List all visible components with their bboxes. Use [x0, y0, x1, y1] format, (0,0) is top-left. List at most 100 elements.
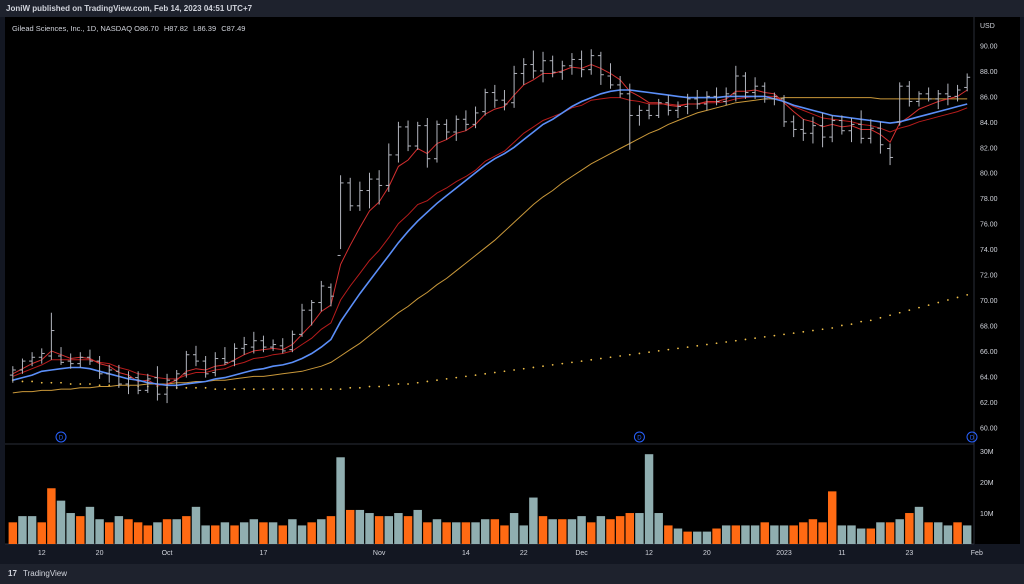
volume-bar	[673, 528, 683, 544]
footer-bar: 17 TradingView	[0, 564, 1024, 584]
ohlc-bar	[597, 51, 604, 85]
volume-bar	[500, 525, 509, 544]
ohlc-bar	[38, 348, 45, 364]
sma200-dot	[802, 330, 805, 333]
ohlc-bar	[530, 50, 537, 79]
volume-bar	[307, 522, 316, 544]
sma200-dot	[812, 329, 814, 332]
sma200-dot	[185, 386, 188, 389]
tradingview-logo-icon: 17	[8, 569, 17, 578]
ohlc-bar	[694, 90, 701, 110]
sma200-dot	[773, 334, 776, 337]
volume-bar	[914, 506, 924, 544]
price-tick-label: 78.00	[980, 196, 998, 203]
brand-name: TradingView	[22, 569, 68, 578]
volume-bar	[519, 525, 528, 544]
ohlc-bar	[578, 50, 585, 78]
volume-bar	[336, 457, 345, 544]
sma200-dot	[503, 370, 506, 373]
sma200-dot	[243, 388, 246, 390]
ohlc-bar	[877, 121, 884, 154]
time-tick-label: 12	[38, 550, 46, 557]
sma200-dot	[898, 311, 901, 314]
time-tick-label: 20	[703, 550, 711, 557]
ohlc-bar	[414, 121, 421, 150]
price-tick-label: 74.00	[980, 247, 998, 254]
sma200-dot	[397, 383, 400, 385]
volume-bar	[789, 525, 798, 544]
volume-bar	[162, 519, 172, 544]
sma200-dot	[869, 319, 872, 322]
ohlc-bar	[366, 172, 373, 209]
sma200-dot	[262, 388, 265, 390]
sma200-dot	[599, 357, 602, 360]
volume-bar	[779, 525, 789, 544]
volume-bar	[201, 525, 210, 544]
sma200-dot	[98, 384, 101, 387]
volume-bar	[577, 516, 586, 544]
ohlc-bar	[77, 352, 84, 368]
ohlc-bar	[540, 51, 547, 83]
sma200-dot	[368, 385, 371, 388]
volume-bar	[211, 525, 220, 544]
sma200-dot	[252, 388, 255, 390]
ohlc-bar	[260, 335, 267, 353]
ohlc-bar	[626, 83, 633, 150]
sma200-dot	[522, 367, 525, 370]
volume-bar	[741, 525, 750, 544]
volume-bar	[114, 516, 124, 544]
dividend-circle	[633, 431, 645, 443]
volume-bar	[56, 500, 66, 544]
ohlc-bar	[559, 60, 566, 80]
ohlc-bar	[241, 336, 248, 355]
ema-fast-line	[12, 63, 968, 386]
ohlc-bar	[723, 87, 730, 106]
volume-bar	[461, 522, 471, 544]
volume-bar	[702, 531, 712, 544]
sma200-dot	[783, 333, 785, 336]
volume-bar	[818, 522, 827, 544]
ohlc-bar	[607, 63, 614, 89]
price-tick-label: 80.00	[980, 171, 998, 178]
dividend-marker-icon: D	[966, 431, 978, 443]
volume-bar	[297, 525, 307, 544]
time-tick-label: 23	[905, 550, 913, 557]
ohlc-bar	[96, 356, 103, 379]
sma200-dot	[638, 352, 641, 355]
volume-bar	[8, 522, 18, 544]
ohlc-bar	[443, 119, 450, 140]
volume-bar	[866, 528, 875, 544]
ohlc-bar	[482, 88, 489, 116]
ohlc-bar	[636, 105, 643, 126]
ohlc-bar	[655, 98, 662, 118]
sma200-dot	[291, 388, 294, 390]
ohlc-bar	[915, 91, 922, 107]
ohlc-bar	[183, 350, 190, 378]
ohlc-bar	[164, 373, 171, 404]
sma200-dot	[551, 364, 554, 366]
volume-bar	[27, 516, 37, 544]
volume-bar	[384, 516, 393, 544]
sma200-dot	[21, 380, 24, 383]
ohlc-bar	[250, 331, 257, 354]
ohlc-bar	[742, 72, 749, 99]
time-tick-label: Dec	[575, 550, 588, 557]
ohlc-bar	[511, 65, 518, 108]
ohlc-bar	[713, 87, 720, 106]
chart-area[interactable]	[5, 17, 1020, 544]
price-tick-label: 66.00	[980, 349, 998, 356]
ohlc-bar	[800, 119, 807, 141]
ohlc-bar	[327, 283, 334, 307]
low-label: L	[193, 24, 198, 33]
currency-label: USD	[980, 23, 995, 30]
sma200-dot	[320, 388, 323, 390]
sma200-dot	[619, 355, 622, 357]
ohlc-bar	[752, 77, 759, 99]
sma200-dot	[840, 324, 843, 327]
ohlc-bar	[809, 116, 816, 144]
dividend-circle	[966, 431, 978, 443]
volume-bar	[278, 525, 287, 544]
volume-bar	[693, 531, 702, 544]
price-tick-label: 86.00	[980, 94, 998, 101]
